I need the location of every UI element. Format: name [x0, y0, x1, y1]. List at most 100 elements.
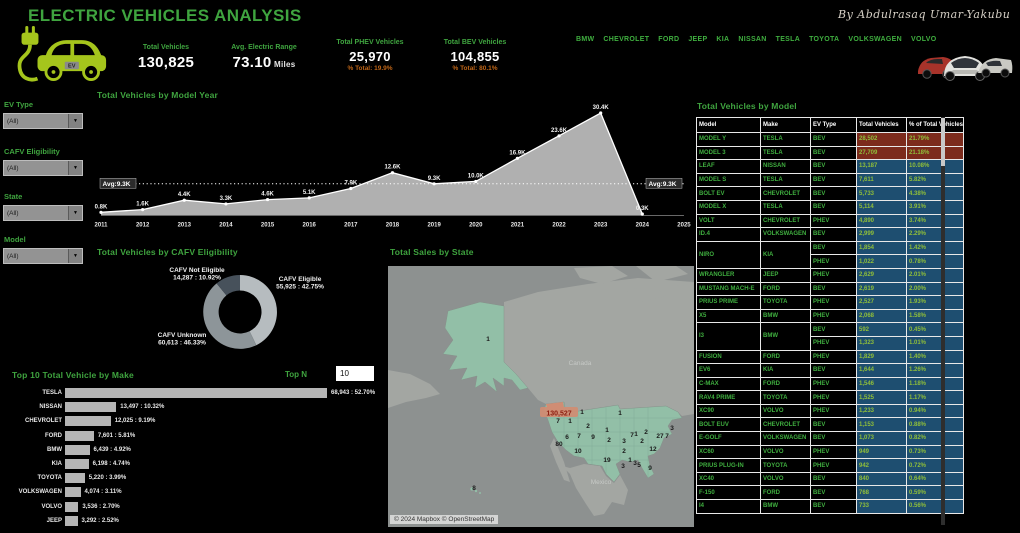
- state-value-label[interactable]: 1: [605, 427, 609, 434]
- chevron-down-icon[interactable]: ▼: [68, 161, 82, 175]
- state-value-label[interactable]: 3: [622, 438, 626, 445]
- table-row[interactable]: VOLT CHEVROLET PHEV 4,890 3.74%: [696, 213, 964, 229]
- brand-chevrolet[interactable]: CHEVROLET: [603, 36, 650, 43]
- bar[interactable]: [65, 416, 111, 427]
- bar[interactable]: [65, 444, 90, 455]
- state-value-label[interactable]: 1: [628, 457, 632, 464]
- donut-slice-cafv-not-eligible[interactable]: [216, 275, 240, 296]
- table-row[interactable]: XC60 VOLVO PHEV 949 0.73%: [696, 444, 964, 460]
- data-point[interactable]: [307, 196, 311, 200]
- data-point[interactable]: [99, 210, 103, 214]
- brand-tesla[interactable]: TESLA: [775, 36, 801, 43]
- table-row[interactable]: MODEL Y TESLA BEV 28,502 21.79%: [696, 132, 964, 147]
- filter-dropdown[interactable]: (All) ▼: [3, 160, 83, 176]
- bar[interactable]: [65, 501, 79, 512]
- state-value-label[interactable]: 7: [556, 418, 560, 425]
- data-point[interactable]: [599, 111, 603, 115]
- table-row[interactable]: BOLT EUV CHEVROLET BEV 1,153 0.88%: [696, 417, 964, 433]
- brand-nissan[interactable]: NISSAN: [738, 36, 767, 43]
- highlight-state-badge[interactable]: [540, 407, 578, 417]
- area-fill[interactable]: [101, 113, 643, 215]
- state-value-label[interactable]: 3: [633, 460, 637, 467]
- state-value-label[interactable]: 6: [565, 434, 569, 441]
- chevron-down-icon[interactable]: ▼: [68, 114, 82, 128]
- table-row[interactable]: F-150 FORD BEV 768 0.59%: [696, 485, 964, 501]
- map-us-states[interactable]: [543, 401, 683, 483]
- brand-ford[interactable]: FORD: [658, 36, 680, 43]
- filter-dropdown[interactable]: (All) ▼: [3, 113, 83, 129]
- brand-kia[interactable]: KIA: [716, 36, 730, 43]
- state-value-label[interactable]: 80: [555, 441, 563, 448]
- state-value-label[interactable]: 2: [622, 448, 626, 455]
- table-row[interactable]: PHEV 1,323 1.01%: [697, 335, 964, 351]
- state-value-label[interactable]: 9: [591, 434, 595, 441]
- state-value-label[interactable]: 5: [637, 462, 641, 469]
- column-header-total-vehicles[interactable]: Total Vehicles: [856, 117, 907, 133]
- state-sales-map[interactable]: Canada Mexico 1 1 1 7 1 2 1 6 7 9 2 3 7 1 2 2 27 7 3 12 80 10 2…: [388, 266, 694, 527]
- table-row[interactable]: ID.4 VOLKSWAGEN BEV 2,999 2.29%: [696, 227, 964, 242]
- state-value-label[interactable]: 8: [472, 485, 476, 492]
- state-value-label[interactable]: 12: [649, 446, 657, 453]
- data-point[interactable]: [515, 156, 519, 160]
- map-attribution[interactable]: © 2024 Mapbox © OpenStreetMap: [390, 515, 499, 524]
- table-row[interactable]: PHEV 1,022 0.78%: [697, 254, 964, 269]
- data-point[interactable]: [349, 186, 353, 191]
- brand-volkswagen[interactable]: VOLKSWAGEN: [848, 36, 902, 43]
- state-value-label[interactable]: 7: [630, 432, 634, 439]
- column-header--of-total-vehicles[interactable]: % of Total Vehicles: [906, 117, 964, 133]
- state-value-label[interactable]: 1: [568, 418, 572, 425]
- table-row[interactable]: FUSION FORD PHEV 1,829 1.40%: [696, 349, 964, 365]
- highlight-state-value[interactable]: 130,527: [546, 410, 571, 417]
- data-point[interactable]: [390, 171, 395, 175]
- table-row[interactable]: MODEL 3 TESLA BEV 27,709 21.18%: [696, 145, 964, 161]
- state-value-label[interactable]: 1: [618, 410, 622, 417]
- state-value-label[interactable]: 3: [670, 425, 674, 432]
- state-value-label[interactable]: 2: [586, 423, 590, 430]
- data-point[interactable]: [474, 179, 478, 184]
- column-header-make[interactable]: Make: [760, 117, 811, 133]
- table-row[interactable]: MODEL S TESLA BEV 7,611 5.82%: [696, 172, 964, 188]
- table-scrollbar-thumb[interactable]: [941, 118, 945, 166]
- data-point[interactable]: [640, 212, 644, 216]
- donut-slice-cafv-unknown[interactable]: [203, 283, 257, 349]
- filter-dropdown[interactable]: (All) ▼: [3, 248, 83, 264]
- state-value-label[interactable]: 1: [580, 409, 584, 416]
- table-row[interactable]: WRANGLER JEEP PHEV 2,629 2.01%: [696, 267, 964, 283]
- state-value-label[interactable]: 19: [603, 457, 611, 464]
- bar[interactable]: [65, 459, 89, 470]
- brand-bmw[interactable]: BMW: [576, 36, 595, 43]
- table-row[interactable]: EV6 KIA BEV 1,644 1.26%: [696, 363, 964, 378]
- table-row[interactable]: MUSTANG MACH-E FORD BEV 2,619 2.00%: [696, 281, 964, 297]
- state-value-label[interactable]: 9: [648, 465, 652, 472]
- chevron-down-icon[interactable]: ▼: [68, 249, 82, 263]
- map-alaska[interactable]: [442, 301, 529, 393]
- model-year-area-chart[interactable]: 0.8K 1.6K 4.4K 3.3K 4.6K 5.1K 7.9K 12.6K 9.3K 10.…: [88, 103, 692, 233]
- state-value-label[interactable]: 1: [486, 336, 490, 343]
- brand-jeep[interactable]: JEEP: [688, 36, 708, 43]
- table-row[interactable]: I4 BMW BEV 733 0.56%: [696, 499, 964, 514]
- state-value-label[interactable]: 7: [665, 433, 669, 440]
- column-header-model[interactable]: Model: [696, 117, 761, 133]
- brand-volvo[interactable]: VOLVO: [910, 36, 937, 43]
- table-row[interactable]: XC90 VOLVO PHEV 1,233 0.94%: [696, 403, 964, 419]
- table-row[interactable]: E-GOLF VOLKSWAGEN BEV 1,073 0.82%: [696, 431, 964, 446]
- state-value-label[interactable]: 10: [574, 448, 582, 455]
- donut-slice-cafv-eligible[interactable]: [240, 275, 277, 346]
- data-point[interactable]: [182, 198, 186, 202]
- data-point[interactable]: [141, 208, 145, 212]
- map-hawaii[interactable]: [470, 487, 481, 494]
- data-point[interactable]: [557, 134, 561, 138]
- state-value-label[interactable]: 2: [607, 437, 611, 444]
- column-header-ev-type[interactable]: EV Type: [810, 117, 857, 133]
- bar[interactable]: [65, 388, 327, 399]
- table-row[interactable]: X5 BMW PHEV 2,068 1.58%: [696, 308, 964, 324]
- state-value-label[interactable]: 7: [577, 433, 581, 440]
- bar[interactable]: [65, 473, 85, 484]
- table-row[interactable]: LEAF NISSAN BEV 13,187 10.08%: [696, 159, 964, 174]
- table-row[interactable]: BOLT EV CHEVROLET BEV 5,733 4.38%: [696, 186, 964, 201]
- bar[interactable]: [65, 487, 81, 498]
- data-point[interactable]: [265, 197, 270, 202]
- filter-dropdown[interactable]: (All) ▼: [3, 205, 83, 221]
